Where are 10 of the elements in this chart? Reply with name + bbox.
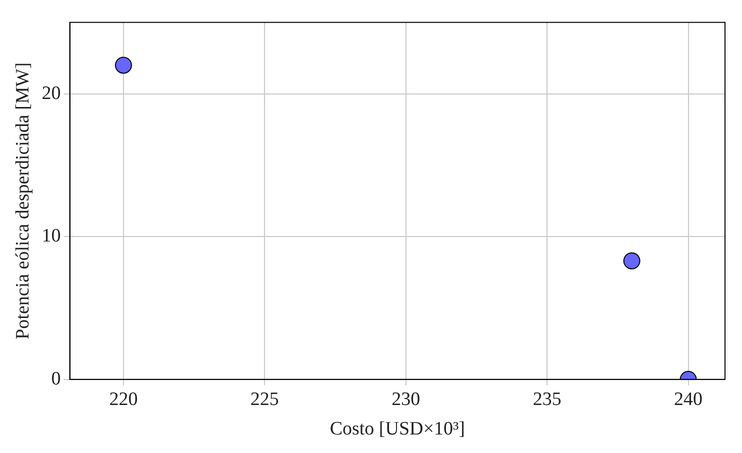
y-tick-label: 20	[42, 82, 61, 104]
x-tick-label: 225	[250, 388, 279, 410]
x-tick-label: 240	[674, 388, 703, 410]
x-axis-title: Costo [USD×10³]	[330, 418, 465, 440]
x-tick-label: 220	[109, 388, 138, 410]
y-tick-label: 0	[51, 368, 61, 390]
y-axis-title: Potencia eólica desperdiciada [MW]	[12, 62, 34, 340]
x-tick-label: 230	[392, 388, 420, 410]
x-tick-label: 235	[532, 388, 562, 410]
y-tick-label: 10	[42, 226, 61, 247]
